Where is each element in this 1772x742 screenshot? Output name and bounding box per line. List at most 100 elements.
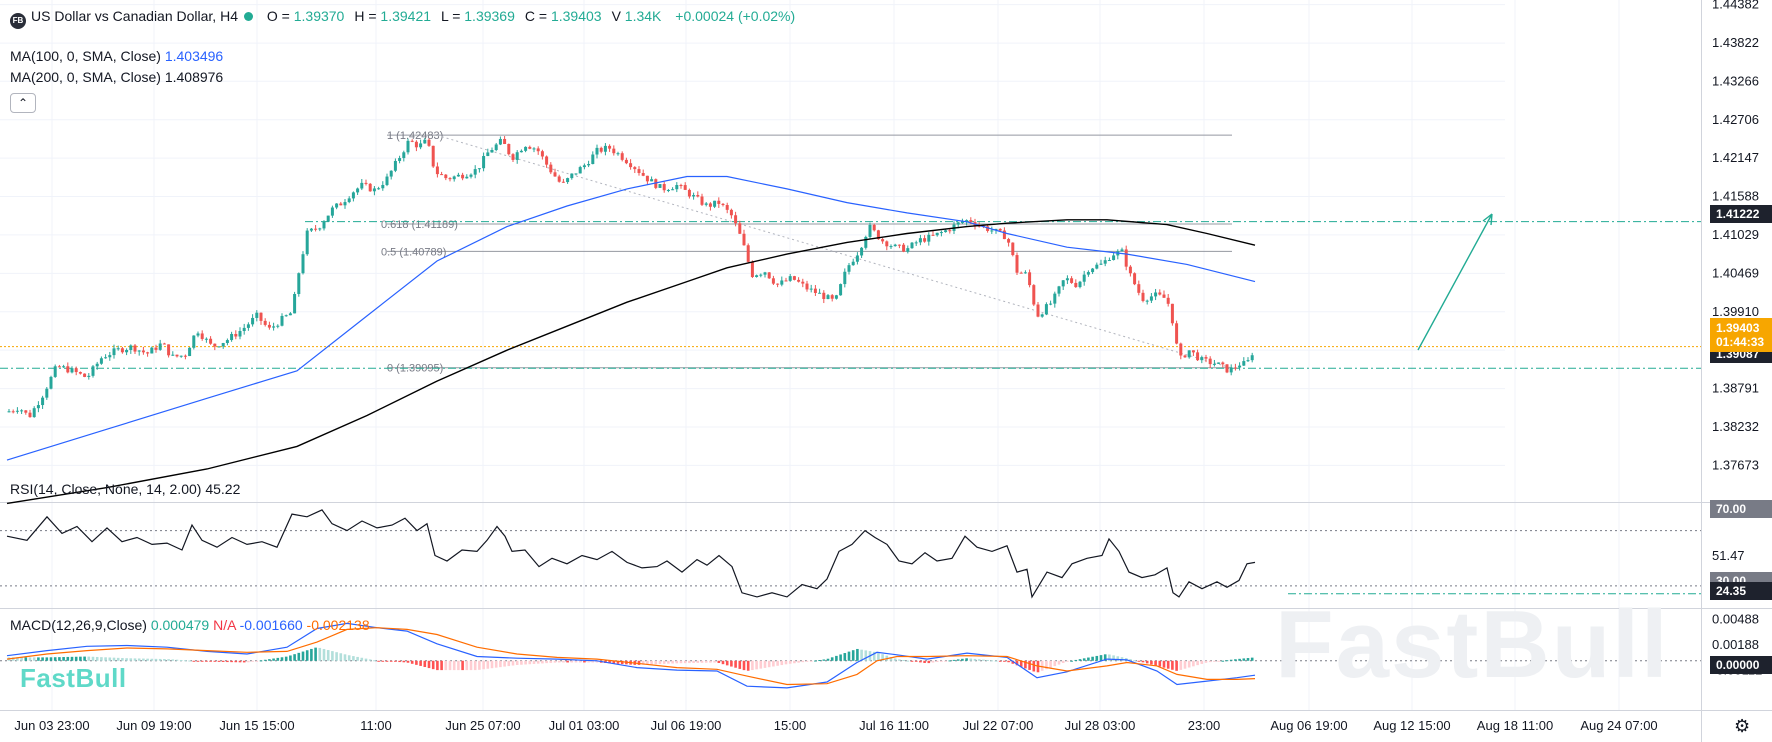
macd-histogram-bar-94 <box>402 660 406 663</box>
macd-histogram-bar-268 <box>1133 660 1136 662</box>
candle-body-174 <box>738 223 742 234</box>
candle-body-26 <box>116 348 120 350</box>
candle-body-214 <box>906 248 910 252</box>
candle-body-133 <box>566 178 570 183</box>
time-axis-label-0: Jun 03 23:00 <box>14 718 89 733</box>
candle-body-114 <box>486 152 490 157</box>
candle-body-192 <box>813 288 817 293</box>
macd-histogram-bar-17 <box>79 656 82 661</box>
candle-body-144 <box>612 148 616 154</box>
candle-body-59 <box>255 312 259 318</box>
symbol-title[interactable]: US Dollar vs Canadian Dollar, H4 <box>31 8 238 24</box>
candle-body-85 <box>364 182 368 184</box>
ohlc-value-v: 1.34K <box>624 8 662 24</box>
candle-body-143 <box>608 145 612 149</box>
macd-histogram-bar-204 <box>864 650 868 661</box>
macd-histogram-bar-85 <box>364 658 368 661</box>
macd-histogram-bar-151 <box>641 660 645 665</box>
macd-histogram-bar-21 <box>95 656 99 661</box>
macd-histogram-bar-118 <box>503 660 506 667</box>
candle-body-191 <box>809 288 813 290</box>
macd-histogram-bar-294 <box>1242 658 1246 661</box>
candle-body-24 <box>108 355 112 358</box>
ma100-legend[interactable]: MA(100, 0, SMA, Close) 1.403496 <box>10 46 223 66</box>
candle-body-91 <box>389 170 393 177</box>
rsi-legend[interactable]: RSI(14, Close, None, 14, 2.00) 45.22 <box>10 479 240 499</box>
macd-histogram-bar-31 <box>137 658 141 661</box>
macd-histogram-bar-6 <box>32 657 36 661</box>
candle-body-181 <box>767 272 771 279</box>
macd-histogram-bar-128 <box>545 660 548 664</box>
rsi-value: 45.22 <box>205 481 241 497</box>
macd-histogram-bar-57 <box>247 660 250 663</box>
ma200-legend[interactable]: MA(200, 0, SMA, Close) 1.408976 <box>10 67 223 87</box>
macd-histogram-bar-274 <box>1158 660 1162 667</box>
candle-body-96 <box>410 140 414 142</box>
candle-body-13 <box>62 366 66 368</box>
macd-histogram-bar-9 <box>45 657 49 661</box>
candle-body-186 <box>788 276 792 281</box>
macd-histogram-bar-29 <box>129 658 133 661</box>
drawings[interactable] <box>1417 213 1493 351</box>
candle-body-212 <box>897 244 901 246</box>
level-high-tag: 1.41222 <box>1710 205 1772 223</box>
candle-body-135 <box>574 173 578 175</box>
candle-body-274 <box>1158 292 1162 295</box>
settings-gear-icon[interactable]: ⚙ <box>1734 716 1751 736</box>
candle-body-256 <box>1082 274 1086 282</box>
macd-histogram-bar-135 <box>574 660 578 663</box>
macd-histogram-bar-275 <box>1162 660 1166 668</box>
macd-axis-label-1: 0.00188 <box>1712 637 1759 652</box>
macd-histogram-bar-161 <box>683 660 687 664</box>
macd-histogram-bar-60 <box>259 660 263 662</box>
candle-body-250 <box>1057 286 1061 294</box>
macd-histogram-bar-284 <box>1200 660 1204 664</box>
macd-histogram-bar-56 <box>242 660 246 663</box>
macd-histogram-bar-173 <box>734 660 737 668</box>
macd-histogram-bar-80 <box>343 654 347 661</box>
macd-histogram-bar-73 <box>314 647 317 661</box>
candle-body-234 <box>990 230 994 232</box>
macd-histogram-bar-183 <box>776 660 779 666</box>
candle-body-209 <box>885 241 889 247</box>
candle-body-105 <box>448 178 452 180</box>
collapse-legend-button[interactable]: ⌃ <box>10 93 36 113</box>
macd-histogram-bar-169 <box>717 660 721 663</box>
candle-body-187 <box>792 276 796 280</box>
macd-histogram-bar-34 <box>150 658 154 661</box>
candlestick-series <box>7 136 1254 418</box>
candle-body-259 <box>1095 264 1099 269</box>
macd-histogram-bar-125 <box>532 660 536 664</box>
time-axis-label-9: Jul 22 07:00 <box>963 718 1034 733</box>
candle-body-116 <box>494 144 498 151</box>
macd-histogram-bar-74 <box>318 647 322 661</box>
candle-body-119 <box>507 143 511 155</box>
candle-body-134 <box>570 173 574 179</box>
ma200-line <box>6 219 1256 505</box>
macd-histogram-bar-281 <box>1187 660 1191 668</box>
fibonacci-retracement[interactable]: 1 (1.42483) 0.618 (1.41189) 0.5 (1.40789) 0… <box>381 130 1233 375</box>
macd-signal-line <box>6 627 1256 686</box>
candle-body-218 <box>923 238 927 242</box>
macd-histogram-bar-224 <box>948 660 952 662</box>
macd-legend[interactable]: MACD(12,26,9,Close) 0.000479 N/A -0.0016… <box>10 615 370 635</box>
macd-histogram-bar-110 <box>469 660 473 671</box>
price-axis-label-3: 1.42706 <box>1712 112 1759 127</box>
candle-body-50 <box>217 346 221 348</box>
candle-body-146 <box>620 153 624 160</box>
macd-histogram-bar-136 <box>578 660 582 663</box>
candle-body-84 <box>360 182 364 189</box>
macd-histogram-bar-254 <box>1074 659 1078 661</box>
candle-body-147 <box>624 159 628 164</box>
ohlc-value-h: 1.39421 <box>380 8 432 24</box>
macd-histogram-bar-210 <box>889 657 893 661</box>
macd-histogram-bar-285 <box>1204 660 1208 663</box>
macd-histogram-bar-213 <box>902 660 905 662</box>
candle-body-6 <box>32 408 36 418</box>
candle-countdown: 01:44:33 <box>1716 335 1765 349</box>
time-axis-label-14: Aug 18 11:00 <box>1477 718 1553 733</box>
candle-body-58 <box>251 317 255 325</box>
price-level-lines <box>0 221 1701 369</box>
macd-histogram-bar-231 <box>977 659 981 661</box>
